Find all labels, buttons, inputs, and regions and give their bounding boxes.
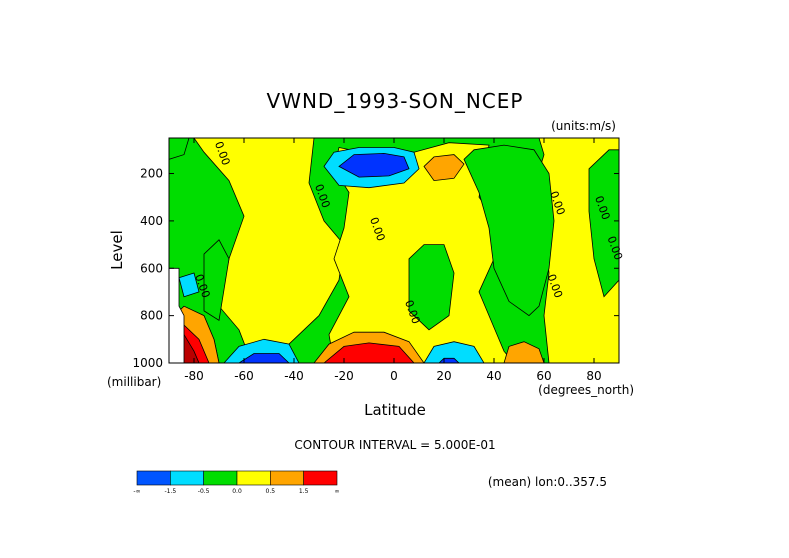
x-tick-label-1: -60 — [234, 369, 254, 383]
contour-region-5 — [463, 144, 555, 317]
colorbar-label-5: 1.5 — [299, 488, 309, 495]
colorbar-label-1: -1.5 — [164, 488, 176, 495]
colorbar-swatch-1 — [170, 470, 204, 486]
x-tick-label-6: 40 — [486, 369, 501, 383]
colorbar-swatch-4 — [270, 470, 304, 486]
colorbar-label-4: 0.5 — [266, 488, 276, 495]
y-tick-label-3: 800 — [140, 309, 163, 323]
colorbar: -∞ -1.5 -0.5 0.0 0.5 1.5 ∞ — [133, 470, 340, 495]
contour-region-9 — [169, 138, 190, 160]
x-tick-label-5: 20 — [436, 369, 451, 383]
y-axis-label: Level — [108, 230, 126, 270]
contour-region-14 — [238, 353, 290, 363]
contour-region-11 — [338, 152, 410, 178]
colorbar-label-2: -0.5 — [198, 488, 210, 495]
colorbar-swatch-0 — [136, 470, 171, 486]
contour-region-6 — [408, 244, 455, 331]
x-axis-ticks: -80 -60 -40 -20 0 20 40 60 80 — [184, 138, 602, 383]
y-tick-label-4: 1000 — [132, 356, 163, 370]
colorbar-label-6: ∞ — [335, 488, 340, 495]
contour-region-12 — [423, 154, 465, 182]
contour-interval-label: CONTOUR INTERVAL = 5.000E-01 — [294, 438, 495, 452]
x-tick-label-4: 0 — [390, 369, 398, 383]
x-axis-unit: (degrees_north) — [538, 383, 634, 397]
x-tick-label-8: 80 — [586, 369, 601, 383]
contour-region-19 — [503, 341, 545, 363]
contour-region-17 — [423, 341, 485, 363]
contour-region-8 — [203, 239, 230, 322]
x-tick-label-2: -40 — [284, 369, 304, 383]
contour-region-16 — [323, 342, 415, 363]
colorbar-label-3: 0.0 — [232, 488, 242, 495]
x-axis-label: Latitude — [364, 401, 426, 419]
contour-region-24 — [169, 267, 185, 363]
mean-note: (mean) lon:0..357.5 — [488, 475, 607, 489]
colorbar-swatch-3 — [236, 470, 271, 486]
contour-region-20 — [178, 272, 200, 298]
units-note: (units:m/s) — [551, 119, 616, 133]
y-axis-ticks: 200 400 600 800 1000 — [132, 167, 619, 370]
colorbar-swatch-5 — [303, 470, 338, 486]
y-tick-label-0: 200 — [140, 167, 163, 181]
y-axis-unit: (millibar) — [107, 375, 161, 389]
contour-region-7 — [588, 149, 619, 298]
colorbar-label-0: -∞ — [133, 488, 140, 495]
x-tick-label-0: -80 — [184, 369, 204, 383]
chart-title: VWND_1993-SON_NCEP — [267, 89, 524, 113]
colorbar-swatch-2 — [203, 470, 238, 486]
y-tick-label-1: 400 — [140, 214, 163, 228]
x-tick-label-3: -20 — [334, 369, 354, 383]
x-tick-label-7: 60 — [536, 369, 551, 383]
y-tick-label-2: 600 — [140, 261, 163, 275]
contour-fill-regions — [169, 138, 619, 363]
